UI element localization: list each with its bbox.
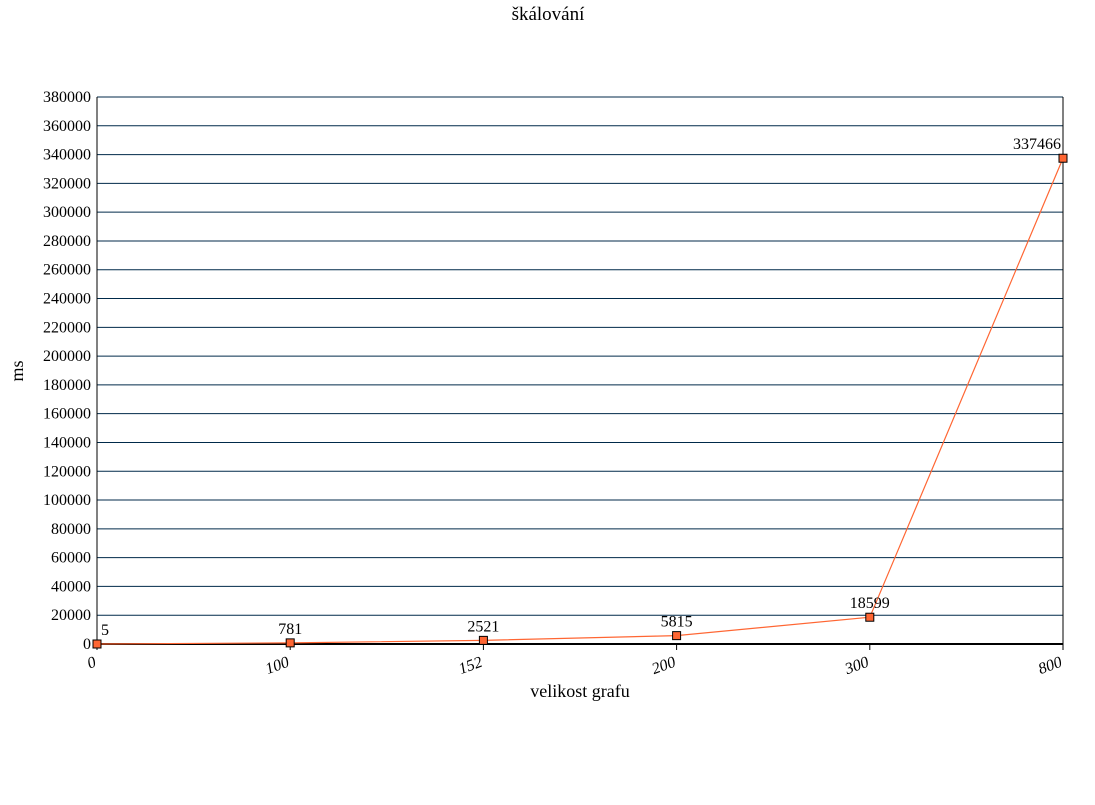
x-tick-label: 300 (842, 654, 871, 679)
data-point-marker (92, 639, 102, 649)
series-polyline (96, 157, 1064, 645)
data-label: 2521 (467, 618, 499, 635)
y-tick-labels: 0 20000 40000 60000 80000 100000 120000 140000 1… (43, 89, 91, 653)
y-axis-title: ms (7, 360, 27, 381)
y-tick-label: 60000 (51, 550, 91, 567)
y-tick-label: 380000 (43, 89, 91, 106)
data-point-marker (1058, 153, 1068, 163)
y-tick-label: 0 (83, 636, 91, 653)
data-label: 5 (101, 622, 109, 639)
series-line (92, 153, 1068, 649)
data-point-marker (672, 631, 682, 641)
x-tick-label: 200 (650, 654, 678, 678)
y-tick-label: 80000 (51, 521, 91, 538)
y-tick-label: 260000 (43, 262, 91, 279)
y-tick-label: 220000 (43, 319, 91, 336)
y-tick-label: 200000 (43, 348, 91, 365)
y-tick-label: 360000 (43, 118, 91, 135)
data-point-marker (285, 638, 295, 648)
axes (96, 97, 1064, 650)
y-tick-label: 340000 (43, 147, 91, 164)
data-point-marker (478, 635, 488, 645)
x-axis-title: velikost grafu (530, 681, 629, 701)
data-label: 5815 (661, 614, 693, 631)
data-label: 781 (278, 621, 302, 638)
y-tick-label: 320000 (43, 175, 91, 192)
data-labels: 5 781 2521 5815 18599 337466 (101, 136, 1061, 639)
y-tick-label: 160000 (43, 406, 91, 423)
x-tick-label: 0 (85, 654, 98, 673)
y-tick-label: 20000 (51, 607, 91, 624)
x-tick-label: 800 (1036, 654, 1064, 678)
y-tick-label: 300000 (43, 204, 91, 221)
x-tick-labels: 0 100 152 200 300 800 (85, 654, 1064, 679)
x-tick-label: 152 (456, 654, 484, 678)
y-tick-label: 280000 (43, 233, 91, 250)
data-label: 337466 (1013, 136, 1061, 153)
y-tick-label: 120000 (43, 463, 91, 480)
y-tick-label: 40000 (51, 578, 91, 595)
y-tick-label: 100000 (43, 492, 91, 509)
y-tick-label: 140000 (43, 434, 91, 451)
grid-lines (97, 96, 1063, 616)
chart-title: škálování (512, 4, 586, 25)
data-label: 18599 (850, 595, 890, 612)
x-tick-label: 100 (263, 654, 291, 678)
y-tick-label: 180000 (43, 377, 91, 394)
data-point-marker (865, 612, 875, 622)
y-tick-label: 240000 (43, 291, 91, 308)
